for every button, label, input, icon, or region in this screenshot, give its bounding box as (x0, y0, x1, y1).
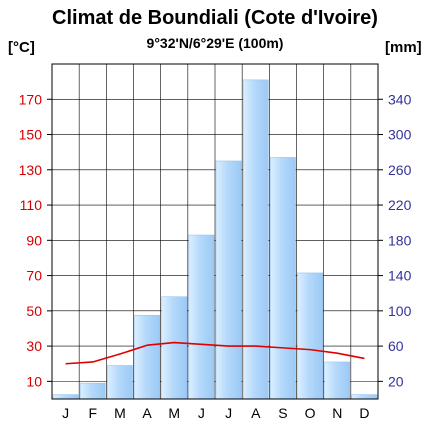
precip-bar (270, 157, 296, 400)
precip-bar (297, 272, 323, 400)
precip-bar (79, 382, 106, 400)
month-label: M (168, 405, 180, 421)
month-label: O (305, 405, 316, 421)
right-tick-label: 300 (388, 127, 412, 143)
left-tick-label: 110 (20, 197, 43, 213)
left-tick-label: 50 (26, 303, 42, 319)
month-label: M (114, 405, 126, 421)
month-label: A (142, 405, 152, 421)
precip-bar (161, 296, 188, 400)
left-tick-label: 10 (26, 373, 42, 389)
month-label: J (225, 405, 232, 421)
precip-bar (107, 365, 133, 400)
right-tick-label: 100 (388, 303, 412, 319)
month-label: D (359, 405, 369, 421)
gridlines (52, 64, 378, 399)
precip-bar (52, 394, 79, 400)
right-axis-ticks: 20 60 100 140 180 220 260 300 340 (378, 91, 412, 389)
temperature-polyline (65, 341, 365, 365)
precip-bar (242, 79, 269, 400)
plot-frame (51, 63, 379, 400)
right-axis-unit: [mm] (385, 39, 422, 56)
chart-subtitle: 9°32'N/6°29'E (100m) (147, 35, 284, 51)
month-label: A (251, 405, 261, 421)
month-label: J (198, 405, 205, 421)
precip-bar (351, 394, 378, 400)
month-label: J (62, 405, 69, 421)
right-tick-label: 220 (388, 197, 412, 213)
precip-bar (324, 361, 351, 400)
chart-title: Climat de Boundiali (Cote d'Ivoire) (52, 7, 378, 29)
month-label: S (278, 405, 287, 421)
month-label: F (88, 405, 97, 421)
precip-bar (134, 315, 160, 400)
right-tick-label: 60 (388, 338, 404, 354)
right-tick-label: 180 (388, 232, 412, 248)
right-tick-label: 340 (388, 91, 412, 107)
plot-border (51, 63, 379, 400)
left-tick-label: 130 (19, 162, 43, 178)
month-label: N (332, 405, 342, 421)
left-tick-label: 170 (19, 91, 43, 107)
precipitation-bars (52, 79, 378, 400)
precip-bar (215, 160, 242, 400)
left-tick-label: 30 (26, 338, 42, 354)
left-axis-unit: [°C] (8, 39, 35, 56)
right-tick-label: 20 (388, 373, 404, 389)
right-tick-label: 260 (388, 162, 412, 178)
left-tick-label: 70 (26, 268, 42, 284)
left-tick-label: 90 (26, 232, 42, 248)
temperature-line (65, 341, 365, 365)
left-axis-ticks: 10 30 50 70 90 110 130 150 170 (19, 91, 52, 389)
right-tick-label: 140 (388, 268, 412, 284)
precip-bar (188, 234, 215, 400)
left-tick-label: 150 (19, 127, 43, 143)
